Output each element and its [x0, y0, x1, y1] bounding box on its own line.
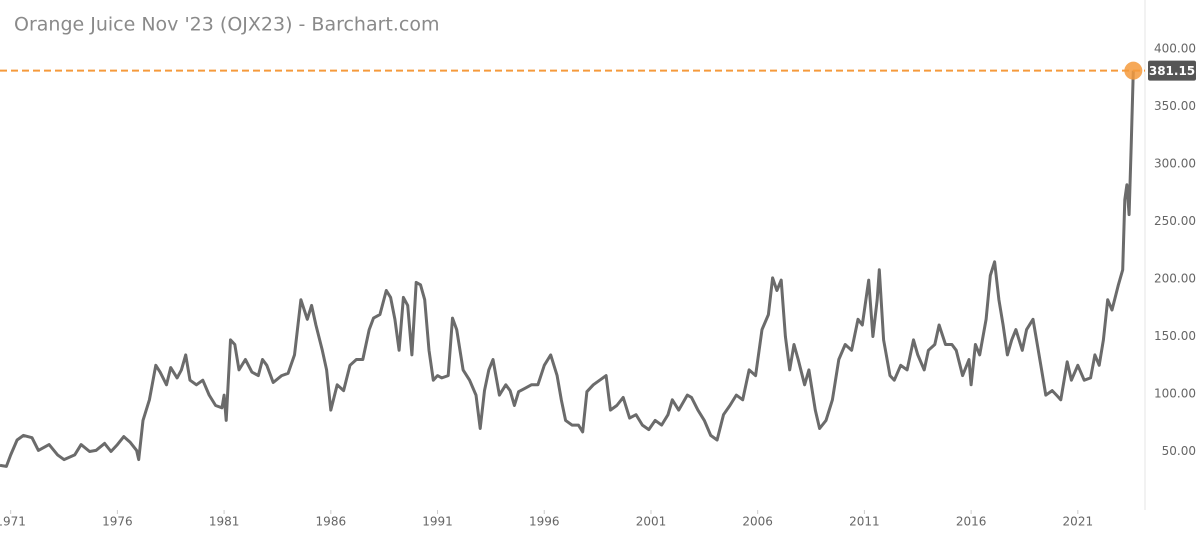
x-tick-label: 1996: [529, 515, 560, 529]
x-tick-label: 2001: [636, 515, 667, 529]
x-tick-label: 1971: [0, 515, 26, 529]
last-price-label: 381.15: [1149, 64, 1195, 78]
y-tick-label: 200.00: [1154, 272, 1196, 286]
y-tick-label: 400.00: [1154, 42, 1196, 56]
y-tick-label: 350.00: [1154, 99, 1196, 113]
y-tick-label: 300.00: [1154, 157, 1196, 171]
last-price-marker: [1124, 61, 1143, 80]
x-tick-label: 2016: [956, 515, 987, 529]
y-tick-label: 250.00: [1154, 214, 1196, 228]
y-tick-label: 50.00: [1162, 444, 1196, 458]
x-tick-label: 1981: [209, 515, 240, 529]
chart-title: Orange Juice Nov '23 (OJX23) - Barchart.…: [14, 14, 440, 36]
x-tick-label: 1976: [102, 515, 133, 529]
last-price-box: [1148, 60, 1196, 81]
x-tick-label: 1986: [316, 515, 347, 529]
price-line: [0, 70, 1135, 468]
y-tick-label: 150.00: [1154, 329, 1196, 343]
y-tick-label: 100.00: [1154, 387, 1196, 401]
x-tick-label: 2011: [849, 515, 880, 529]
x-tick-label: 1991: [422, 515, 453, 529]
x-tick-label: 2021: [1063, 515, 1094, 529]
x-tick-label: 2006: [742, 515, 773, 529]
